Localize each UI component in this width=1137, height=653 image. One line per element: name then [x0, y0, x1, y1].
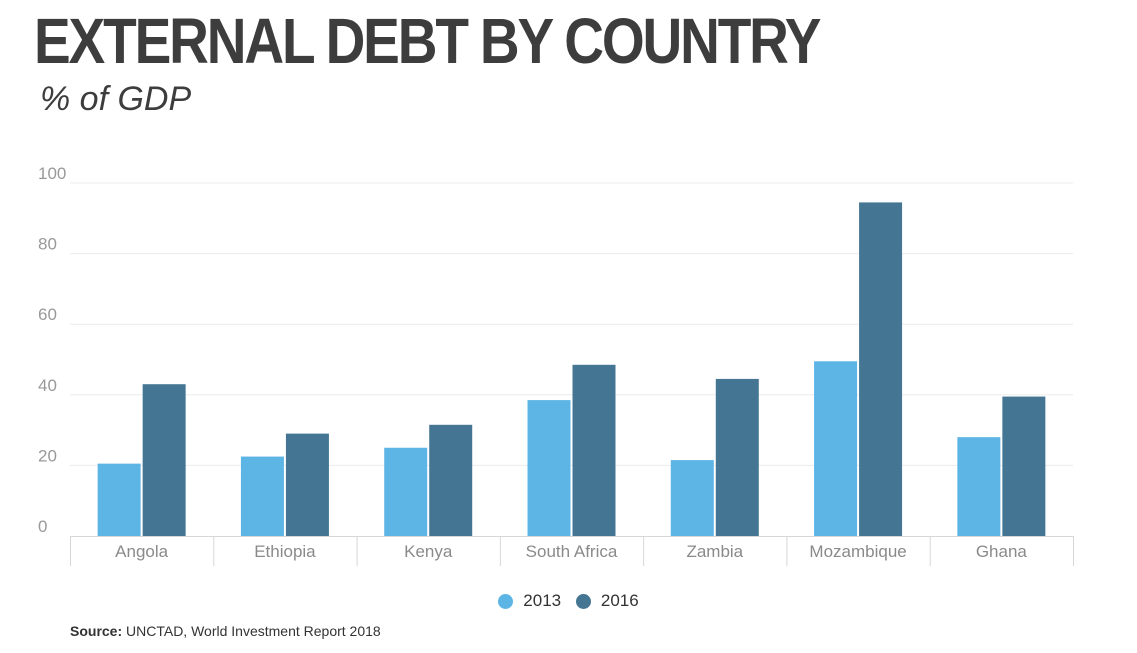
legend-item-2013[interactable]: 2013 — [498, 591, 561, 611]
bar-ethiopia-2016 — [285, 433, 329, 536]
x-axis: Angola Ethiopia Kenya South Africa Zambia Moz… — [70, 536, 1074, 566]
x-tick-label-angola: Angola — [115, 542, 168, 561]
x-tick-label-ethiopia: Ethiopia — [254, 542, 316, 561]
x-tick-label-south-africa: South Africa — [526, 542, 618, 561]
source-note: Source: UNCTAD, World Investment Report … — [70, 623, 381, 639]
legend-swatch-2016 — [575, 593, 591, 609]
bar-mozambique-2016 — [859, 202, 903, 537]
source-text: UNCTAD, World Investment Report 2018 — [126, 623, 381, 639]
bar-zambia-2016 — [715, 378, 759, 536]
chart-subtitle: % of GDP — [40, 80, 192, 118]
bar-angola-2016 — [142, 384, 186, 536]
legend-swatch-2013 — [498, 593, 514, 609]
y-tick-label-20: 20 — [38, 446, 57, 465]
bar-angola-2013 — [97, 463, 141, 536]
bar-ethiopia-2013 — [240, 456, 284, 536]
chart-title: EXTERNAL DEBT BY COUNTRY — [34, 5, 821, 77]
bar-mozambique-2013 — [814, 361, 858, 536]
y-axis-ticks: 0 20 40 60 80 100 — [38, 164, 66, 536]
y-tick-label-60: 60 — [38, 305, 57, 324]
y-tick-label-80: 80 — [38, 235, 57, 254]
x-tick-label-kenya: Kenya — [404, 542, 453, 561]
bars — [97, 202, 1046, 537]
legend-item-2016[interactable]: 2016 — [575, 591, 639, 611]
source-label: Source: — [70, 623, 123, 639]
bar-zambia-2013 — [670, 460, 714, 536]
y-tick-label-100: 100 — [38, 164, 66, 183]
legend-label-2013: 2013 — [523, 591, 562, 610]
x-tick-label-mozambique: Mozambique — [809, 542, 906, 561]
x-tick-label-ghana: Ghana — [976, 542, 1028, 561]
y-tick-label-40: 40 — [38, 376, 57, 395]
bar-south-africa-2013 — [527, 400, 571, 536]
gridlines — [70, 182, 1073, 466]
y-tick-label-0: 0 — [38, 517, 47, 536]
bar-kenya-2016 — [429, 424, 473, 536]
bar-ghana-2016 — [1002, 396, 1046, 536]
legend: 2013 2016 — [0, 591, 1137, 614]
legend-label-2016: 2016 — [600, 591, 639, 610]
bar-kenya-2013 — [384, 447, 428, 536]
bar-south-africa-2016 — [572, 364, 616, 536]
x-tick-label-zambia: Zambia — [686, 542, 743, 561]
bar-ghana-2013 — [957, 437, 1001, 536]
